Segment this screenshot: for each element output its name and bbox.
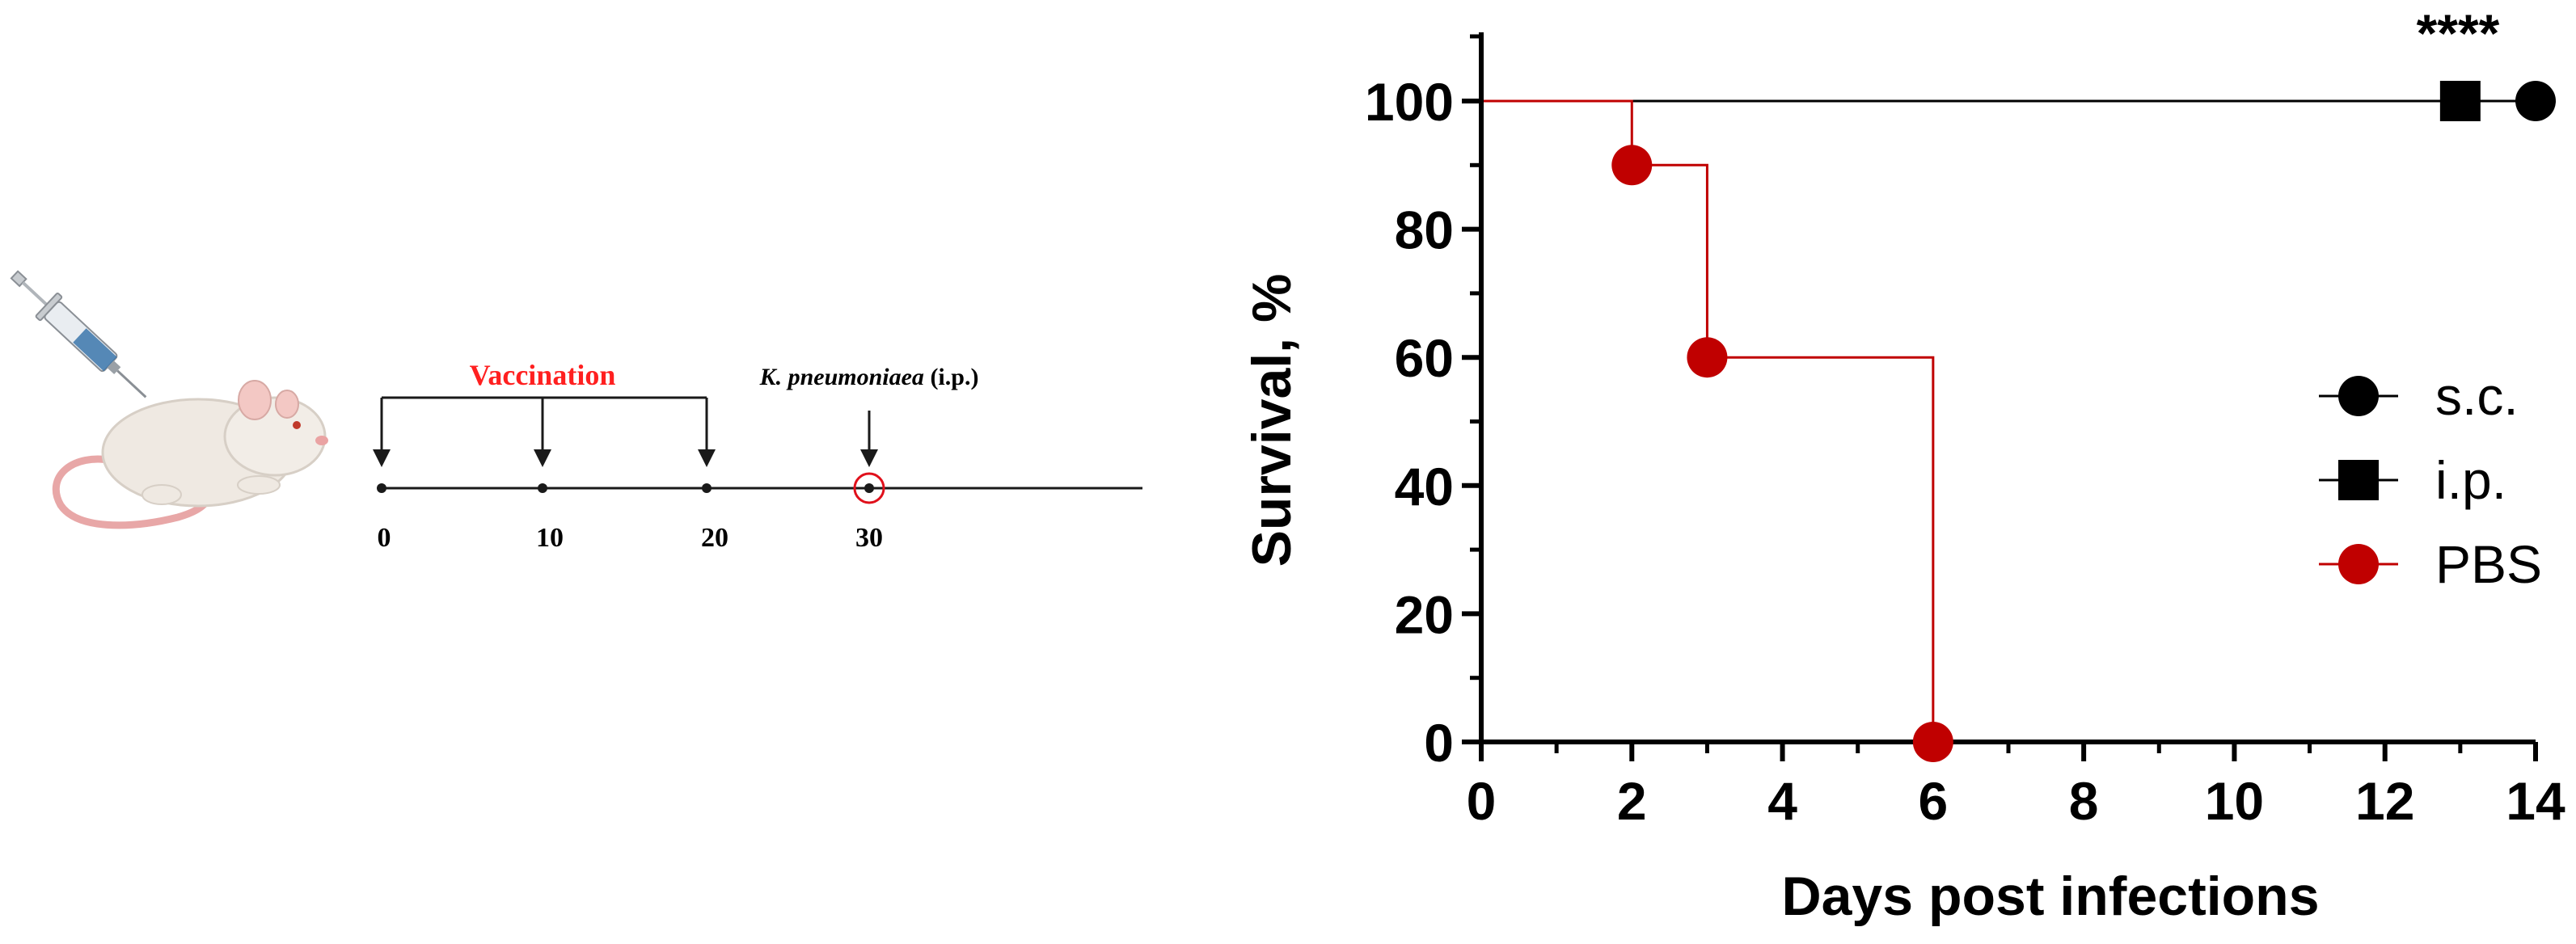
x-axis-label: Days post infections (1781, 866, 2319, 927)
y-tick-label: 100 (1365, 72, 1454, 132)
timeline-day-0: 0 (378, 523, 391, 553)
syringe-icon (10, 270, 147, 398)
chart-markers (1611, 81, 2556, 762)
legend-marker-s-c (2338, 376, 2379, 416)
legend-marker-i-p (2338, 460, 2379, 500)
x-tick-label: 6 (1918, 771, 1948, 831)
x-tick-label: 4 (1767, 771, 1797, 831)
timeline-day-10: 10 (536, 523, 564, 553)
x-tick-label: 0 (1467, 771, 1497, 831)
challenge-pathogen: K. pneumoniaea (759, 364, 924, 390)
y-axis-label: Survival, % (1241, 274, 1303, 567)
y-tick-label: 60 (1395, 328, 1454, 388)
data-point-s-c (2515, 81, 2556, 121)
y-tick-label: 40 (1395, 457, 1454, 516)
vaccination-label: Vaccination (470, 359, 616, 391)
mouse-icon (52, 380, 328, 529)
chart-axes (1462, 32, 2538, 761)
arrow-day-20 (698, 449, 716, 467)
x-tick-label: 10 (2205, 771, 2264, 831)
timeline-panel: Vaccination K. pneumoniaea (i.p.) 0 10 2… (10, 270, 1142, 553)
significance-label: **** (2417, 3, 2500, 63)
x-tick-label: 14 (2506, 771, 2565, 831)
timeline-day-20: 20 (701, 523, 728, 553)
data-point-pbs (1912, 722, 1953, 762)
timeline-point-10 (538, 483, 547, 493)
timeline-point-0 (377, 483, 386, 493)
arrow-day-10 (534, 449, 551, 467)
x-tick-label: 2 (1617, 771, 1647, 831)
legend-label-pbs: PBS (2435, 534, 2542, 594)
y-tick-label: 20 (1395, 584, 1454, 644)
chart-legend: s.c. i.p. PBS (2319, 366, 2542, 594)
y-tick-label: 0 (1424, 713, 1454, 773)
challenge-marker (853, 472, 885, 504)
vaccination-bracket (380, 396, 871, 451)
x-tick-label: 12 (2355, 771, 2414, 831)
timeline-arrowheads (373, 449, 878, 467)
legend-label-i-p: i.p. (2435, 450, 2506, 510)
timeline-point-30 (864, 483, 874, 493)
y-tick-label: 80 (1395, 200, 1454, 260)
timeline-day-30: 30 (855, 523, 883, 553)
series-line-pbs (1481, 99, 1935, 742)
chart-lines (1481, 99, 2536, 742)
timeline-point-20 (702, 483, 712, 493)
challenge-route: (i.p.) (924, 364, 979, 390)
data-point-i-p (2439, 81, 2481, 121)
survival-chart: 0 20 40 60 80 100 0 2 4 6 8 10 12 14 Days post infect… (1241, 3, 2565, 927)
data-point-pbs (1611, 145, 1653, 186)
challenge-label: K. pneumoniaea (i.p.) (759, 364, 979, 390)
legend-marker-pbs (2338, 544, 2379, 584)
arrow-day-0 (373, 449, 391, 467)
arrow-day-30 (860, 449, 878, 467)
data-point-pbs (1687, 337, 1728, 378)
legend-label-s-c: s.c. (2435, 366, 2519, 426)
x-tick-label: 8 (2069, 771, 2099, 831)
chart-tick-labels: 0 20 40 60 80 100 0 2 4 6 8 10 12 14 (1365, 72, 2565, 831)
